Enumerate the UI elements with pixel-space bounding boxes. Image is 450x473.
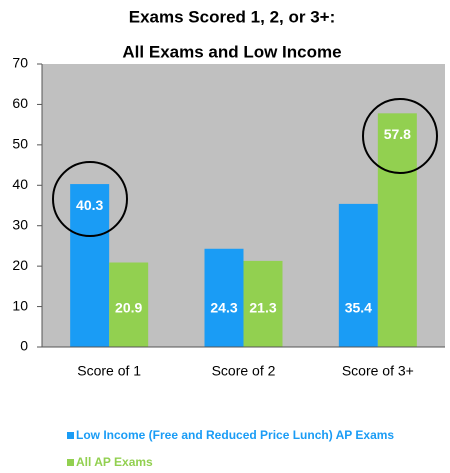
legend-label: All AP Exams	[76, 455, 153, 469]
bar	[109, 262, 149, 347]
value-label: 57.8	[384, 126, 411, 142]
legend-label: Low Income (Free and Reduced Price Lunch…	[76, 428, 394, 442]
bar	[70, 184, 110, 347]
y-tick-label: 30	[12, 216, 28, 232]
bar	[377, 113, 417, 347]
x-tick-label: Score of 2	[212, 363, 276, 379]
y-tick-label: 40	[12, 176, 28, 192]
y-tick-label: 70	[12, 55, 28, 71]
annotation-circle	[362, 98, 438, 174]
chart-subtitle: All Exams and Low Income	[122, 42, 341, 61]
y-tick-label: 0	[20, 338, 28, 354]
y-tick-label: 50	[12, 136, 28, 152]
x-tick-label: Score of 1	[77, 363, 141, 379]
value-label: 35.4	[345, 300, 372, 316]
bar	[338, 203, 378, 347]
bar	[204, 248, 244, 347]
legend-swatch	[67, 459, 74, 466]
chart-title: Exams Scored 1, 2, or 3+:	[129, 7, 335, 26]
legend-swatch	[67, 432, 74, 439]
value-label: 40.3	[76, 197, 103, 213]
value-label: 21.3	[249, 300, 276, 316]
x-tick-label: Score of 3+	[342, 363, 414, 379]
y-tick-label: 10	[12, 297, 28, 313]
value-label: 20.9	[115, 300, 142, 316]
value-label: 24.3	[210, 300, 237, 316]
y-tick-label: 60	[12, 95, 28, 111]
annotation-circle	[52, 161, 128, 237]
bar	[243, 260, 283, 347]
y-tick-label: 20	[12, 257, 28, 273]
